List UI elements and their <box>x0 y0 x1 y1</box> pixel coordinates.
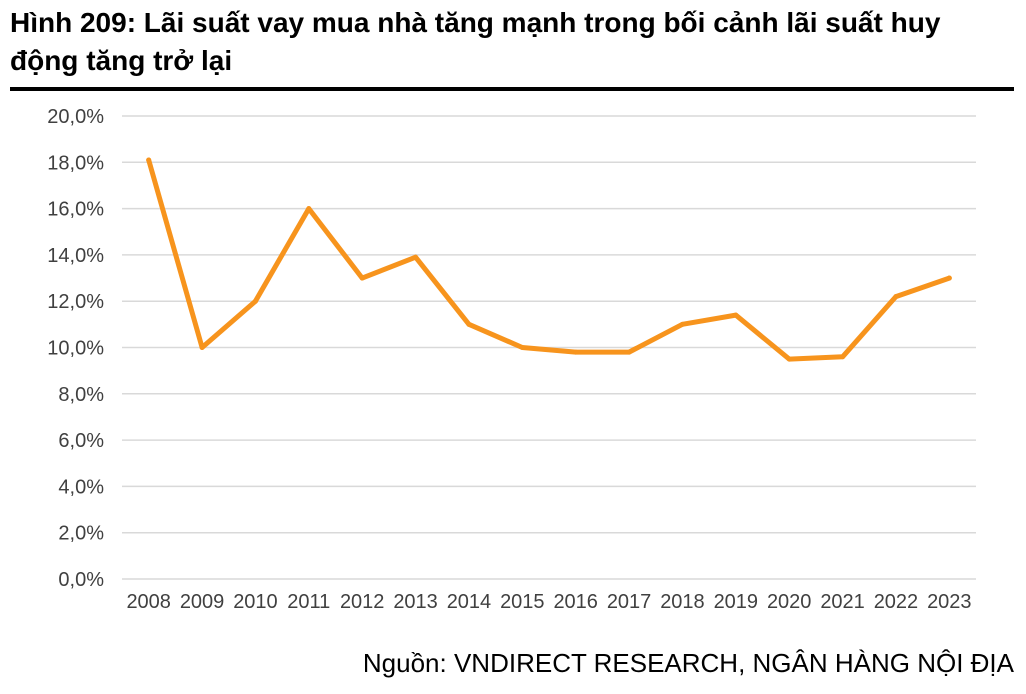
data-point <box>199 345 205 350</box>
y-tick-label: 2,0% <box>58 523 104 545</box>
y-tick-label: 6,0% <box>58 430 104 452</box>
x-tick-label: 2014 <box>447 591 492 613</box>
data-point <box>466 321 472 327</box>
x-tick-label: 2010 <box>233 591 278 613</box>
x-tick-label: 2023 <box>927 591 972 613</box>
data-point <box>946 275 952 281</box>
y-tick-label: 10,0% <box>47 338 104 360</box>
chart-title: Hình 209: Lãi suất vay mua nhà tăng mạnh… <box>10 7 941 76</box>
x-tick-label: 2019 <box>714 591 759 613</box>
data-point <box>786 356 792 362</box>
data-point <box>679 321 685 327</box>
data-point <box>146 157 152 163</box>
data-point <box>840 354 846 360</box>
data-point <box>306 206 312 212</box>
y-tick-label: 14,0% <box>47 245 104 267</box>
line-chart: 0,0% 2,0% 4,0% 6,0% 8,0% 10,0% 12,0% 14,0% 16,0%… <box>47 106 976 613</box>
x-tick-label: 2009 <box>180 591 225 613</box>
series-lines <box>146 157 952 362</box>
x-tick-label: 2013 <box>393 591 438 613</box>
x-tick-label: 2008 <box>126 591 171 613</box>
data-point <box>893 294 899 300</box>
data-point <box>359 275 365 281</box>
x-tick-label: 2015 <box>500 591 545 613</box>
title-divider <box>10 87 1014 91</box>
source-note: Nguồn: VNDIRECT RESEARCH, NGÂN HÀNG NỘI … <box>362 648 1014 678</box>
series-line <box>146 157 952 362</box>
y-tick-label: 18,0% <box>47 152 104 174</box>
y-tick-label: 20,0% <box>47 106 104 128</box>
y-tick-label: 4,0% <box>58 476 104 498</box>
x-tick-label: 2017 <box>607 591 652 613</box>
x-tick-label: 2016 <box>553 591 598 613</box>
data-point <box>733 312 739 318</box>
data-point <box>573 349 579 355</box>
y-tick-label: 12,0% <box>47 291 104 313</box>
y-tick-label: 16,0% <box>47 199 104 221</box>
x-tick-label: 2012 <box>340 591 385 613</box>
x-tick-label: 2021 <box>820 591 865 613</box>
data-point <box>252 298 258 304</box>
x-tick-label: 2022 <box>874 591 919 613</box>
data-point <box>626 349 632 355</box>
data-point <box>519 345 525 350</box>
data-point <box>413 254 419 260</box>
x-tick-label: 2011 <box>287 591 330 613</box>
y-tick-label: 0,0% <box>58 569 104 591</box>
x-axis-tick-labels: 2008 2009 2010 2011 2012 2013 2014 2015 2016 2017… <box>126 591 971 613</box>
y-axis-tick-labels: 0,0% 2,0% 4,0% 6,0% 8,0% 10,0% 12,0% 14,0% 16,0%… <box>47 106 104 591</box>
y-tick-label: 8,0% <box>58 384 104 406</box>
x-tick-label: 2020 <box>767 591 812 613</box>
x-tick-label: 2018 <box>660 591 705 613</box>
